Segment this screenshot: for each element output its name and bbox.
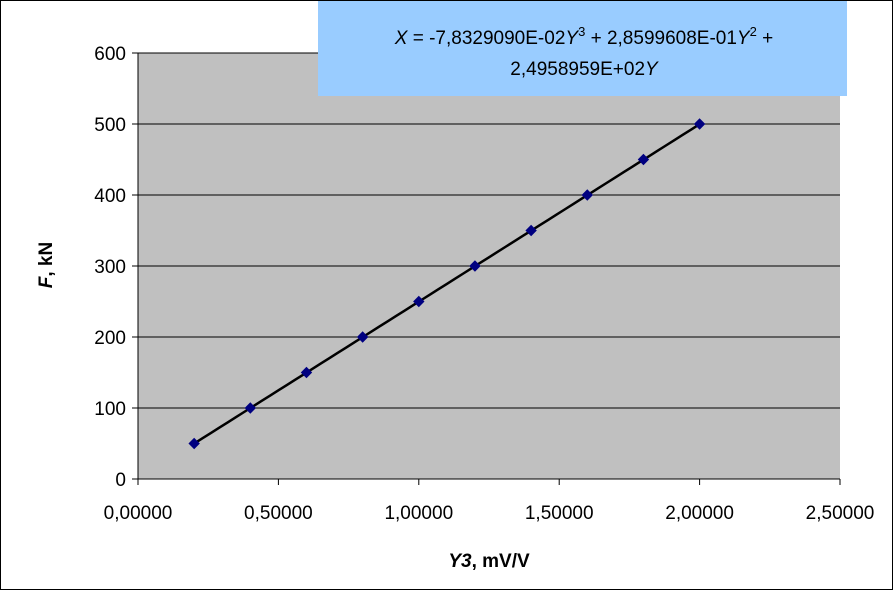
data-point-1 xyxy=(244,402,257,414)
data-point-2 xyxy=(300,366,313,379)
x-axis-title-var: Y3 xyxy=(448,551,472,572)
data-point-0 xyxy=(188,437,200,450)
equation-box xyxy=(318,1,847,96)
equation-exp-2: 2 xyxy=(750,24,757,39)
y-tick-label-3: 300 xyxy=(94,257,126,278)
y-axis-title-unit: , kN xyxy=(36,242,57,277)
y-axis-title-var: F xyxy=(36,275,57,288)
points-layer xyxy=(188,118,706,450)
equation-term-1: = -7,8329090E-02 xyxy=(407,28,565,49)
y-tick-label-4: 400 xyxy=(94,186,126,207)
x-axis-title: Y3, mV/V xyxy=(448,551,530,572)
data-point-4 xyxy=(413,295,425,308)
x-tick-labels: 0,00000 0,50000 1,00000 1,50000 2,00000 2,500… xyxy=(104,503,875,524)
axes xyxy=(132,52,841,485)
y-tick-label-5: 500 xyxy=(94,115,126,136)
equation-line-1: X = -7,8329090E-02Y3 + 2,8599608E-01Y2 + xyxy=(394,24,773,49)
data-point-5 xyxy=(469,260,481,272)
data-point-8 xyxy=(637,153,650,166)
equation-var-y3: Y xyxy=(645,59,659,80)
equation-var-y1: Y xyxy=(565,28,579,49)
x-tick-label-5: 2,50000 xyxy=(806,503,875,524)
data-point-9 xyxy=(693,118,706,130)
equation-exp-3: 3 xyxy=(578,24,585,39)
y-tick-label-6: 600 xyxy=(94,44,126,65)
equation-var-y2: Y xyxy=(737,28,751,49)
x-tick-label-0: 0,00000 xyxy=(104,503,173,524)
x-tick-label-4: 2,00000 xyxy=(665,503,734,524)
equation-var-x: X xyxy=(394,28,409,49)
x-tick-label-2: 1,00000 xyxy=(384,503,453,524)
trendline-layer xyxy=(193,123,701,445)
y-tick-label-1: 100 xyxy=(94,399,126,420)
y-tick-label-0: 0 xyxy=(115,470,126,491)
equation-term-3: 2,4958959E+02 xyxy=(510,59,645,80)
y-tick-labels: 0 100 200 300 400 500 600 xyxy=(94,44,126,491)
y-tick-label-2: 200 xyxy=(94,328,126,349)
x-tick-label-3: 1,50000 xyxy=(525,503,594,524)
data-point-6 xyxy=(525,224,537,237)
equation-line-2: 2,4958959E+02Y xyxy=(510,59,659,80)
data-point-7 xyxy=(581,189,593,201)
x-tick-label-1: 0,50000 xyxy=(244,503,313,524)
equation-term-2: + 2,8599608E-01 xyxy=(585,28,737,49)
x-axis-title-unit: , mV/V xyxy=(472,551,530,572)
y-axis-title: F, kN xyxy=(36,242,57,288)
equation-plus: + xyxy=(757,28,773,49)
data-point-3 xyxy=(356,331,369,343)
trendline xyxy=(193,123,701,445)
